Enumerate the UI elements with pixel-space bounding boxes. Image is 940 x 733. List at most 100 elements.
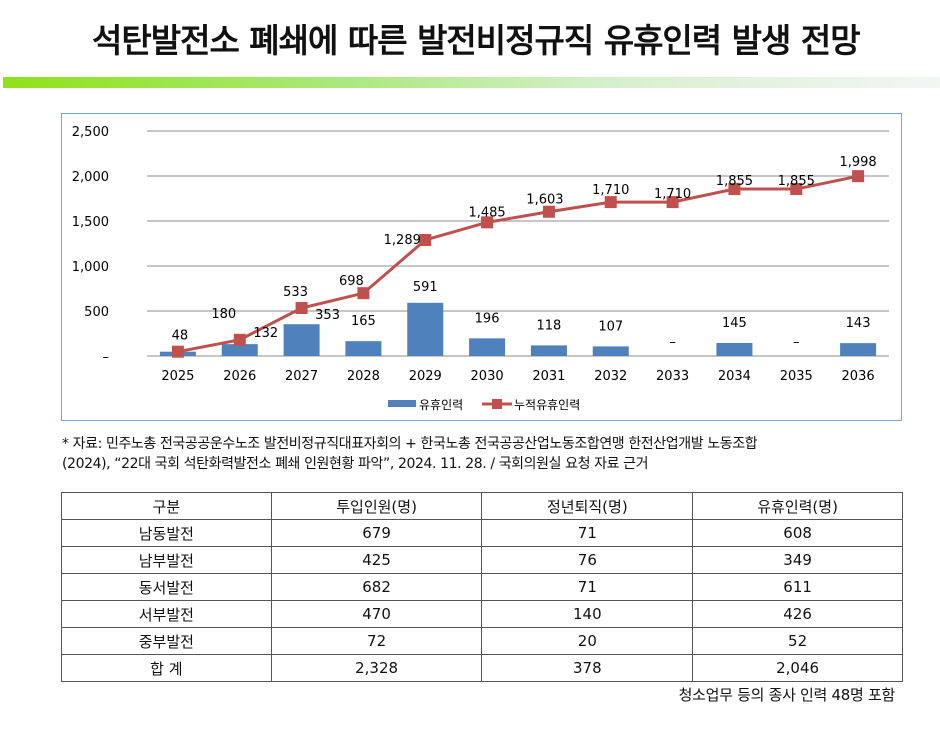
bar-2026 bbox=[221, 344, 258, 356]
source-note: * 자료: 민주노총 전국공공운수노조 발전비정규직대표자회의 + 한국노총 전… bbox=[62, 434, 922, 474]
line-marker-2028 bbox=[357, 287, 370, 300]
bar-data-label: 165 bbox=[351, 314, 376, 329]
cell-deployed: 425 bbox=[270, 546, 483, 574]
legend-marker-swatch bbox=[492, 399, 502, 409]
line-data-label: 1,855 bbox=[778, 174, 815, 189]
cell-total-label: 합 계 bbox=[61, 654, 272, 682]
cell-company: 중부발전 bbox=[61, 627, 272, 655]
line-marker-2034 bbox=[728, 183, 741, 196]
bar-data-label: 132 bbox=[253, 326, 278, 341]
header-deployed: 투입인원(명) bbox=[270, 492, 483, 520]
y-tick-label: 1,500 bbox=[72, 215, 109, 230]
legend-label-cumulative: 누적유휴인력 bbox=[514, 398, 580, 412]
bar-data-label: 353 bbox=[315, 308, 340, 323]
line-data-label: 1,603 bbox=[526, 193, 563, 208]
source-note-line-1: * 자료: 민주노총 전국공공운수노조 발전비정규직대표자회의 + 한국노총 전… bbox=[62, 436, 758, 452]
cell-deployed: 470 bbox=[270, 600, 483, 628]
bar-2031 bbox=[530, 345, 567, 356]
line-data-label: 1,710 bbox=[654, 187, 691, 202]
bar-data-label: 145 bbox=[722, 316, 747, 331]
cumulative-line bbox=[177, 174, 859, 354]
y-tick-label: 1,000 bbox=[72, 260, 109, 275]
chart-frame: – 500 1,000 1,500 2,000 2,500 2025 2026 2027 2028… bbox=[61, 113, 902, 421]
legend-label-idle: 유휴인력 bbox=[419, 398, 463, 412]
cell-deployed: 72 bbox=[270, 627, 483, 655]
cell-total-idle: 2,046 bbox=[692, 654, 903, 682]
line-marker-2026 bbox=[233, 333, 246, 346]
cell-retired: 71 bbox=[481, 519, 694, 547]
cell-retired: 140 bbox=[481, 600, 694, 628]
cell-retired: 71 bbox=[481, 573, 694, 601]
table-row: 남부발전 425 76 349 bbox=[61, 546, 903, 574]
table-row: 서부발전 470 140 426 bbox=[61, 600, 903, 628]
x-tick-label: 2034 bbox=[718, 369, 751, 384]
cell-company: 서부발전 bbox=[61, 600, 272, 628]
x-tick-label: 2035 bbox=[780, 369, 813, 384]
table-row: 남동발전 679 71 608 bbox=[61, 519, 903, 547]
bar-2034 bbox=[716, 342, 753, 356]
cell-idle: 349 bbox=[692, 546, 903, 574]
x-tick-label: 2032 bbox=[594, 369, 627, 384]
idle-workforce-table: 구분 투입인원(명) 정년퇴직(명) 유휴인력(명) 남동발전 679 71 6… bbox=[61, 492, 903, 682]
bar-data-label: 107 bbox=[598, 319, 623, 334]
table-row: 중부발전 72 20 52 bbox=[61, 627, 903, 655]
bar-data-label: – bbox=[793, 335, 800, 350]
line-data-label: 1,485 bbox=[468, 205, 505, 220]
x-tick-label: 2027 bbox=[285, 369, 318, 384]
bar-2030 bbox=[469, 338, 506, 356]
x-tick-label: 2026 bbox=[223, 369, 256, 384]
bar-data-label: 591 bbox=[413, 280, 438, 295]
x-tick-label: 2033 bbox=[656, 369, 689, 384]
line-data-label: 1,855 bbox=[716, 174, 753, 189]
y-tick-label: 2,500 bbox=[72, 125, 109, 140]
x-tick-label: 2031 bbox=[532, 369, 565, 384]
line-marker-2032 bbox=[604, 196, 617, 209]
legend-bar-swatch bbox=[388, 400, 416, 407]
cell-retired: 20 bbox=[481, 627, 694, 655]
x-tick-label: 2028 bbox=[347, 369, 380, 384]
line-marker-2035 bbox=[790, 183, 803, 196]
line-data-label: 533 bbox=[283, 285, 308, 300]
header-category: 구분 bbox=[61, 492, 272, 520]
header-retired: 정년퇴직(명) bbox=[481, 492, 694, 520]
y-tick-label: 2,000 bbox=[72, 170, 109, 185]
x-tick-label: 2036 bbox=[842, 369, 875, 384]
line-marker-2036 bbox=[852, 170, 865, 183]
cell-idle: 52 bbox=[692, 627, 903, 655]
bar-data-label: 196 bbox=[475, 311, 500, 326]
source-note-line-2: (2024), “22대 국회 석탄화력발전소 폐쇄 인원현황 파악”, 202… bbox=[62, 456, 649, 472]
y-tick-label: – bbox=[103, 350, 110, 365]
bar-data-label: 118 bbox=[537, 318, 562, 333]
x-tick-label: 2029 bbox=[409, 369, 442, 384]
cell-total-deployed: 2,328 bbox=[270, 654, 483, 682]
bar-2036 bbox=[840, 343, 877, 356]
bar-2027 bbox=[283, 324, 320, 356]
cell-company: 동서발전 bbox=[61, 573, 272, 601]
cell-deployed: 679 bbox=[270, 519, 483, 547]
x-tick-label: 2025 bbox=[161, 369, 194, 384]
cell-retired: 76 bbox=[481, 546, 694, 574]
line-marker-2025 bbox=[171, 345, 184, 358]
line-data-label: 180 bbox=[211, 307, 236, 322]
cell-idle: 426 bbox=[692, 600, 903, 628]
title-accent-bar bbox=[3, 77, 940, 88]
x-tick-label: 2030 bbox=[471, 369, 504, 384]
line-data-label: 1,998 bbox=[839, 155, 876, 170]
header-idle: 유휴인력(명) bbox=[692, 492, 903, 520]
bar-2028 bbox=[345, 341, 382, 356]
line-marker-2031 bbox=[542, 205, 555, 218]
cell-idle: 611 bbox=[692, 573, 903, 601]
bar-2029 bbox=[407, 302, 444, 356]
table-header-row: 구분 투입인원(명) 정년퇴직(명) 유휴인력(명) bbox=[61, 492, 903, 520]
combo-chart: – 500 1,000 1,500 2,000 2,500 2025 2026 2027 2028… bbox=[72, 125, 889, 412]
line-marker-2027 bbox=[295, 302, 308, 315]
bar-data-label: 143 bbox=[846, 316, 871, 331]
table-row: 동서발전 682 71 611 bbox=[61, 573, 903, 601]
line-data-label: 698 bbox=[339, 274, 364, 289]
bar-2032 bbox=[592, 346, 629, 356]
cell-company: 남부발전 bbox=[61, 546, 272, 574]
table-total-row: 합 계 2,328 378 2,046 bbox=[61, 654, 903, 682]
y-tick-label: 500 bbox=[84, 305, 109, 320]
bar-data-label: – bbox=[669, 335, 676, 350]
line-data-label: 1,289 bbox=[384, 233, 421, 248]
